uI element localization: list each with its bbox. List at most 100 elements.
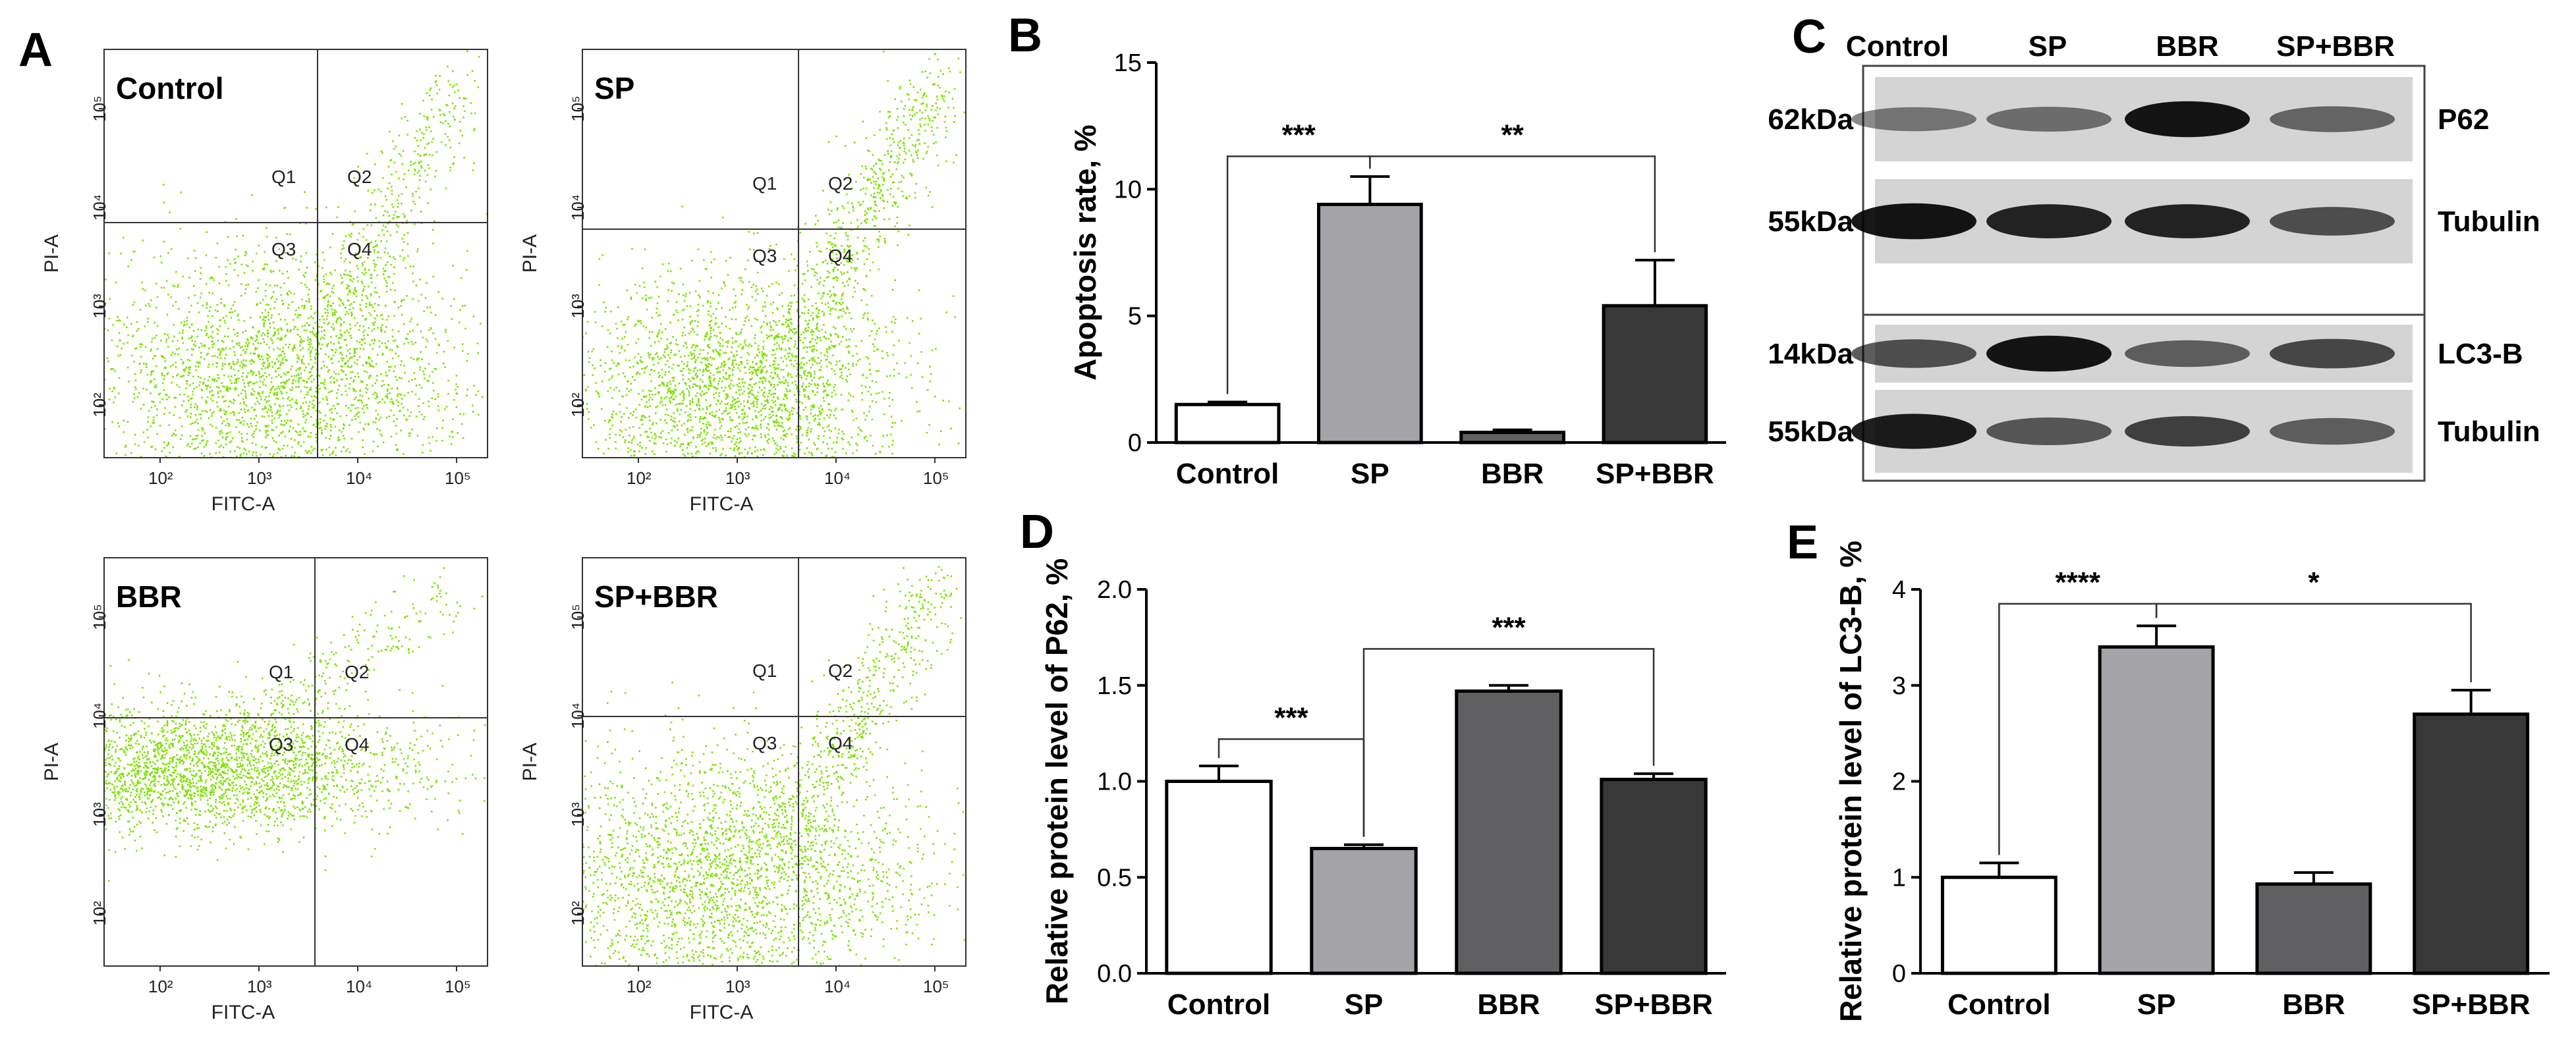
molecular-weight-label: 55kDa — [1768, 416, 1853, 448]
x-axis-title: FITC-A — [690, 493, 754, 515]
y-tick-label: 10² — [90, 392, 109, 418]
blot-band — [1986, 204, 2112, 238]
y-tick-label: 4 — [1892, 576, 1906, 604]
error-bar — [1489, 684, 1528, 691]
blot-band — [2125, 416, 2250, 447]
y-tick-label: 10⁴ — [90, 703, 109, 729]
quadrant-label: Q2 — [347, 167, 372, 187]
bar — [2413, 712, 2530, 975]
y-tick-label: 10² — [568, 901, 588, 926]
blot-band — [1851, 414, 1976, 449]
bar — [1455, 689, 1563, 975]
category-label: SP+BBR — [1596, 458, 1714, 490]
protein-label: LC3-B — [2438, 338, 2523, 370]
quadrant-label: Q3 — [752, 733, 777, 753]
significance-label: ** — [1501, 119, 1525, 151]
quadrant-label: Q4 — [345, 734, 369, 755]
error-bar — [2451, 689, 2491, 714]
y-tick-label: 10⁴ — [90, 194, 109, 221]
y-tick-label: 15 — [1114, 49, 1142, 77]
bar — [2255, 882, 2372, 975]
y-tick-label: 10⁵ — [90, 604, 109, 630]
category-label: BBR — [1477, 988, 1540, 1021]
lane-label: BBR — [2156, 30, 2218, 63]
y-tick-label: 0.0 — [1097, 960, 1132, 988]
quadrant-label: Q4 — [828, 733, 853, 753]
x-axis-title: FITC-A — [211, 493, 275, 515]
y-axis-title: PI-A — [519, 234, 541, 273]
significance-label: **** — [2056, 566, 2101, 599]
category-label: SP — [1351, 458, 1389, 490]
error-bar — [2293, 871, 2334, 884]
flow-plot-label: SP — [594, 71, 634, 105]
y-tick-label: 0 — [1128, 429, 1142, 457]
p62-level-chart: 0.0 0.5 1.0 1.5 2.0 Relative protein level of… — [1040, 558, 1726, 1021]
molecular-weight-label: 55kDa — [1768, 205, 1853, 238]
bar — [1317, 202, 1423, 445]
quadrant-label: Q1 — [271, 167, 296, 187]
blot-band — [2270, 338, 2395, 369]
significance-bracket — [2155, 603, 2472, 683]
bar — [1459, 431, 1565, 445]
blot-band — [1986, 418, 2112, 445]
x-tick-label: 10³ — [247, 977, 272, 996]
blot-band — [2125, 204, 2250, 238]
x-tick-label: 10⁴ — [824, 977, 851, 996]
flow-cytometry-panel: Q1 Q2 Q3 Q4 Control 10² 10³ 10⁴ 10⁵ 10² 10³ 10⁴ 10⁵ F… — [41, 49, 966, 1023]
quadrant-label: Q3 — [752, 246, 777, 266]
flow-plot-label: SP+BBR — [594, 579, 718, 614]
x-tick-label: 10⁵ — [923, 977, 949, 996]
apoptosis-rate-chart: 0 5 10 15 Apoptosis rate, % Control SP BBR SP+BB… — [1068, 49, 1726, 490]
panel-letter-e: E — [1787, 516, 1818, 569]
blot-band — [2270, 207, 2395, 236]
blot-row: 55kDa Tubulin — [1768, 179, 2540, 263]
y-tick-label: 3 — [1892, 672, 1906, 700]
flow-plot: Q1 Q2 Q3 Q4 SP 10² 10³ 10⁴ 10⁵ 10² 10³ 10⁴ 10⁵ FITC-A… — [519, 49, 966, 515]
x-tick-label: 10² — [148, 977, 173, 996]
lane-label: SP — [2029, 30, 2067, 63]
panel-letter-b: B — [1008, 9, 1042, 62]
y-axis-title: PI-A — [41, 234, 63, 273]
blot-band — [1851, 107, 1976, 132]
flow-plot: Q1 Q2 Q3 Q4 BBR 10² 10³ 10⁴ 10⁵ 10² 10³ 10⁴ 10⁵ FITC-… — [41, 557, 488, 1023]
flow-plot: Q1 Q2 Q3 Q4 Control 10² 10³ 10⁴ 10⁵ 10² 10³ 10⁴ 10⁵ F… — [41, 49, 488, 515]
blot-band — [2125, 101, 2250, 138]
quadrant-label: Q1 — [752, 173, 777, 194]
flow-dots — [104, 50, 488, 458]
panel-letter-c: C — [1792, 11, 1826, 63]
quadrant-label: Q2 — [828, 660, 853, 681]
flow-dots — [104, 567, 488, 882]
x-tick-label: 10³ — [725, 468, 750, 488]
category-label: SP+BBR — [2412, 988, 2531, 1021]
quadrant-label: Q2 — [828, 173, 853, 194]
significance-bracket — [1362, 648, 1655, 837]
blot-row: 62kDa P62 — [1768, 77, 2489, 161]
error-bar — [1492, 428, 1532, 433]
y-tick-label: 1.0 — [1097, 768, 1132, 796]
lc3b-level-chart: 0 1 2 3 4 Relative protein level of LC3-B, % C… — [1834, 541, 2550, 1022]
y-axis-title: PI-A — [41, 743, 63, 781]
molecular-weight-label: 14kDa — [1768, 338, 1853, 370]
blot-row: 55kDa Tubulin — [1768, 390, 2540, 473]
y-tick-label: 10⁵ — [90, 95, 109, 122]
y-tick-label: 10² — [568, 392, 588, 418]
y-tick-label: 0.5 — [1097, 864, 1132, 892]
y-tick-label: 5 — [1128, 303, 1142, 331]
y-tick-label: 0 — [1892, 960, 1906, 988]
bar — [1174, 402, 1281, 445]
protein-label: Tubulin — [2438, 416, 2540, 448]
significance-label: *** — [1492, 611, 1526, 643]
error-bar — [1350, 175, 1390, 205]
x-tick-label: 10⁵ — [923, 468, 949, 488]
error-bar — [2137, 624, 2177, 647]
y-tick-label: 10⁵ — [568, 604, 588, 630]
blot-band — [2270, 106, 2395, 132]
category-label: SP+BBR — [1594, 988, 1713, 1021]
y-tick-label: 10⁴ — [568, 194, 588, 221]
bar — [2098, 645, 2215, 975]
y-tick-label: 10 — [1114, 176, 1142, 203]
protein-label: Tubulin — [2438, 205, 2540, 238]
quadrant-label: Q3 — [269, 734, 293, 755]
x-axis-title: FITC-A — [690, 1002, 754, 1023]
